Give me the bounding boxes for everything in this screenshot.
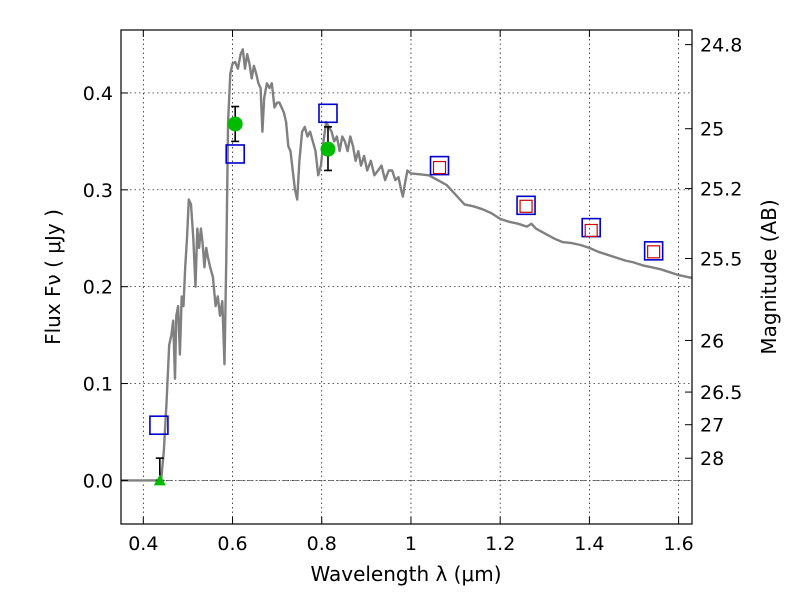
x-tick-label: 0.4 [128,533,158,555]
observed-photometry-point [432,160,447,175]
y-axis-label: Flux Fν ( μJy ) [41,209,65,345]
observed-detection-point [320,141,336,157]
y2-tick-label: 25.2 [700,179,742,201]
y-tick-label: 0.4 [83,83,113,105]
y2-tick-label: 26 [700,330,724,352]
observed-photometry-point [647,245,661,259]
y2-tick-label: 28 [700,448,724,470]
series-layer [121,48,692,486]
tick-marks [121,30,692,524]
model-photometry-point [318,103,338,124]
model-photometry-point [643,241,664,261]
y-tick-label: 0.1 [83,374,113,396]
y-tick-label: 0.2 [83,277,113,299]
y2-tick-label: 24.8 [700,35,742,57]
x-tick-label: 1.4 [574,533,604,555]
model-photometry-point [149,415,169,436]
model-photometry-point [225,144,245,164]
observed-detection-point [227,116,243,132]
y2-tick-label: 26.5 [700,382,742,404]
observed-upper-limit-point [153,474,166,486]
x-tick-label: 1.2 [485,533,515,555]
y2-tick-label: 27 [700,415,724,437]
model-spectrum-line [121,48,692,482]
x-axis-label: Wavelength λ (μm) [310,562,501,586]
y-tick-label: 0.3 [83,180,113,202]
observed-photometry-point [519,199,533,213]
plot-background [121,30,692,524]
x-tick-label: 1 [405,533,417,555]
tick-labels: 0.4 0.6 0.8 1 1.2 1.4 1.6 0.0 0.1 0.2 0.3 0.4 24.8 25… [83,35,743,555]
model-photometry-point [429,155,450,176]
observed-photometry-point [584,223,598,238]
x-tick-label: 0.6 [217,533,247,555]
x-tick-label: 0.8 [307,533,337,555]
x-tick-label: 1.6 [664,533,694,555]
y2-tick-label: 25.5 [700,248,742,270]
y2-tick-label: 25 [700,119,724,141]
plot-frame [120,29,693,525]
y2-axis-label: Magnitude (AB) [757,199,781,354]
y-tick-label: 0.0 [83,470,113,492]
model-photometry-point [516,195,536,216]
